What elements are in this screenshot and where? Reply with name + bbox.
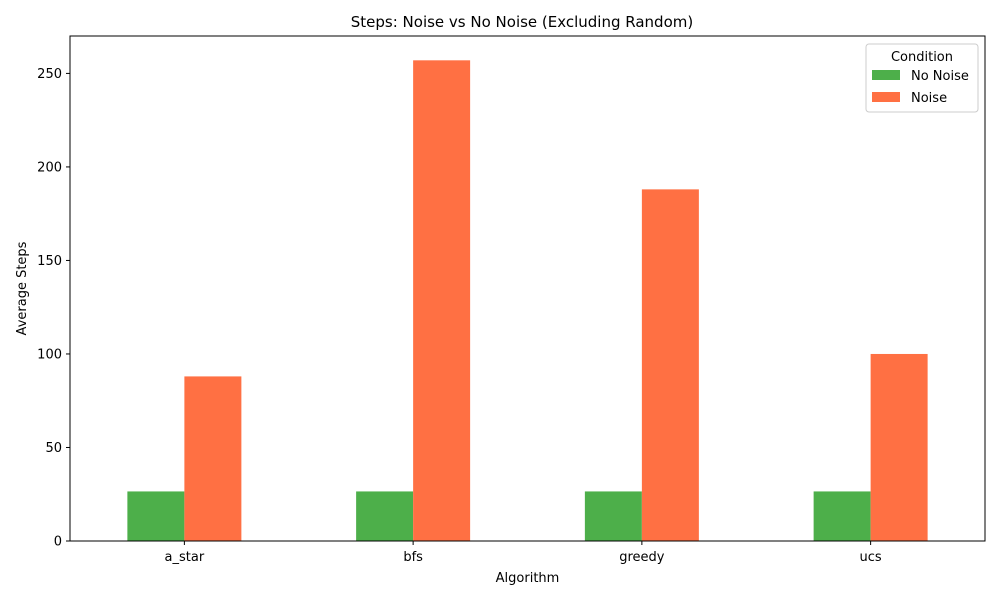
- bar-no-noise-ucs: [813, 491, 871, 541]
- plot-frame: [69, 35, 986, 542]
- bar-no-noise-bfs: [356, 491, 414, 541]
- bar-no-noise-greedy: [584, 491, 642, 541]
- x-tick-label: bfs: [403, 550, 423, 565]
- y-axis-label: Average Steps: [15, 241, 30, 335]
- y-tick-label: 250: [37, 67, 62, 82]
- legend-swatch-no-noise: [872, 70, 900, 80]
- legend-title: Condition: [891, 50, 953, 65]
- bar-no-noise-a_star: [127, 491, 185, 541]
- legend: Condition No Noise Noise: [865, 43, 979, 113]
- x-axis-label: Algorithm: [496, 571, 560, 586]
- chart-title: Steps: Noise vs No Noise (Excluding Rand…: [351, 13, 693, 31]
- bar-noise-a_star: [184, 376, 242, 541]
- x-tick-label: a_star: [165, 550, 205, 565]
- bar-noise-ucs: [870, 353, 928, 541]
- legend-label-noise: Noise: [911, 91, 947, 106]
- x-tick-label: greedy: [619, 550, 665, 565]
- y-tick-label: 150: [37, 254, 62, 269]
- legend-swatch-noise: [872, 92, 900, 102]
- y-tick-label: 0: [54, 535, 62, 550]
- y-tick-label: 100: [37, 347, 62, 362]
- bar-noise-greedy: [641, 189, 699, 542]
- axes-layer: a_star bfs greedy ucs 0 50 100 150 200 250: [37, 35, 986, 565]
- bar-noise-bfs: [413, 60, 471, 541]
- x-tick-label: ucs: [860, 550, 882, 565]
- bars-layer: [127, 60, 928, 542]
- legend-label-no-noise: No Noise: [911, 69, 969, 84]
- y-tick-label: 200: [37, 160, 62, 175]
- y-tick-label: 50: [45, 441, 62, 456]
